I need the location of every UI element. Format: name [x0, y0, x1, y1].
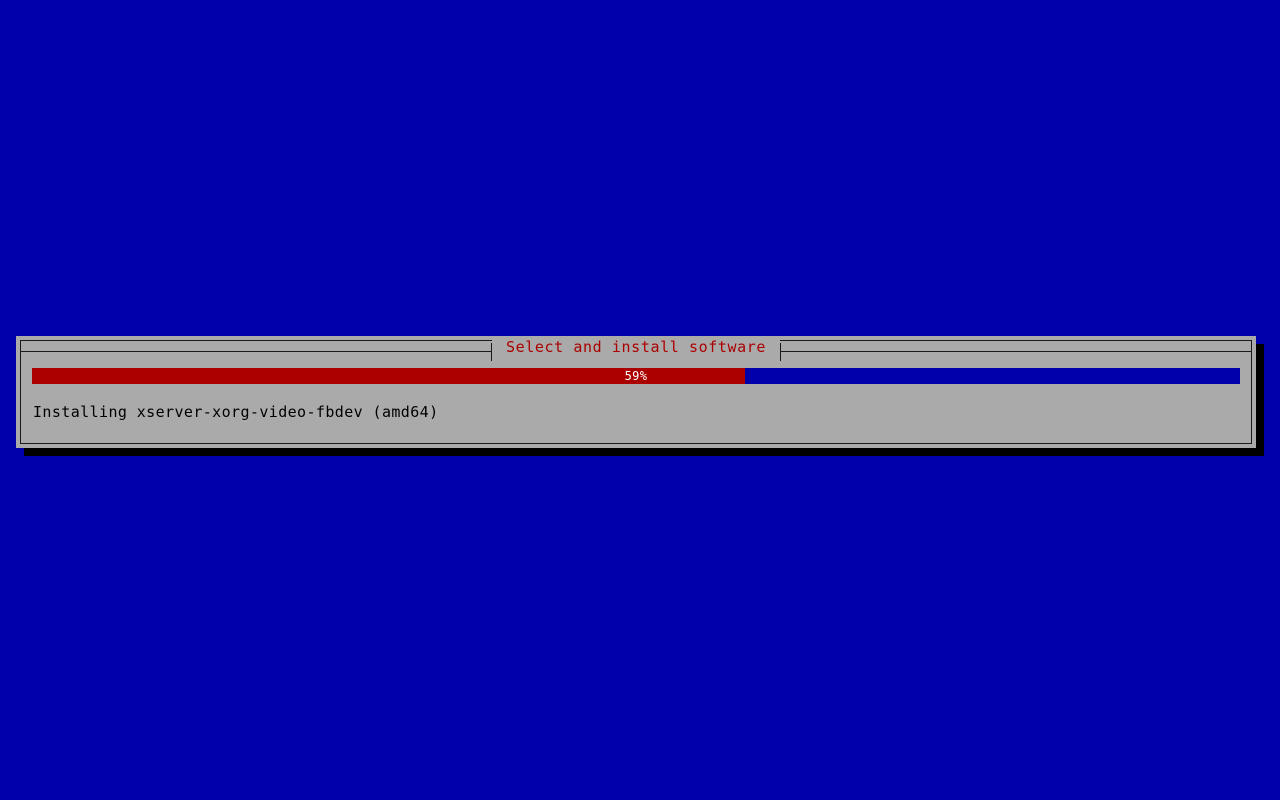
- title-rule-left: [21, 342, 492, 361]
- dialog-body: 59% Installing xserver-xorg-video-fbdev …: [21, 341, 1251, 443]
- title-rule-right: [780, 342, 1251, 361]
- page-title: Select and install software: [491, 336, 781, 358]
- dialog-title-bar: Select and install software: [21, 336, 1251, 361]
- progress-percent-label: 59%: [624, 369, 648, 383]
- progress-dialog: Select and install software 59% Installi…: [16, 336, 1256, 448]
- progress-bar-fill: [32, 368, 745, 384]
- progress-status-text: Installing xserver-xorg-video-fbdev (amd…: [33, 403, 439, 421]
- progress-bar: 59%: [32, 368, 1240, 384]
